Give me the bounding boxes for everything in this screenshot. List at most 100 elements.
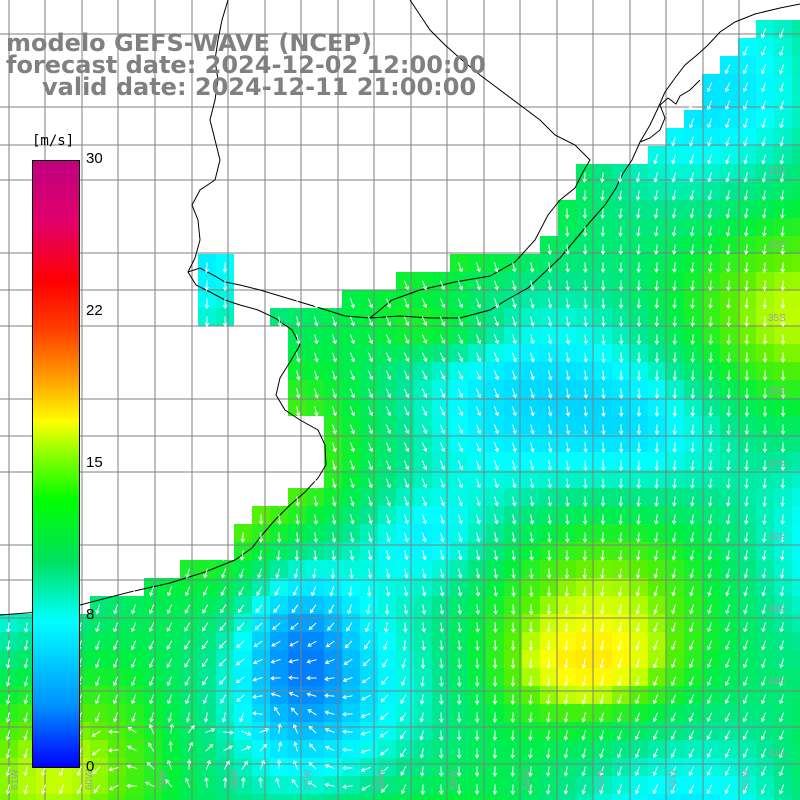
wind-arrow-84 <box>671 226 677 237</box>
wind-arrow-210 <box>762 316 768 327</box>
wind-arrow-659 <box>255 604 263 614</box>
wind-arrow-347 <box>708 406 713 417</box>
wind-arrow-326 <box>332 406 337 417</box>
wind-arrow-798 <box>382 658 389 668</box>
wind-arrow-595 <box>475 568 481 579</box>
wind-arrow-971 <box>324 727 335 734</box>
wind-arrow-730 <box>743 622 748 633</box>
wind-arrow-34 <box>671 154 676 165</box>
wind-cell-847 <box>792 650 800 668</box>
wind-cell-1135 <box>306 776 324 794</box>
wind-arrow-642 <box>653 586 658 597</box>
wind-cell-1189 <box>468 794 486 800</box>
wind-arrow-269 <box>314 370 319 381</box>
wind-arrow-293 <box>744 370 750 381</box>
wind-arrow-249 <box>457 352 464 363</box>
wind-cell-1041 <box>234 740 252 758</box>
wind-arrow-178 <box>744 298 749 309</box>
wind-cell-1048 <box>360 740 378 758</box>
wind-arrow-211 <box>780 316 786 327</box>
wind-arrow-223 <box>493 334 499 345</box>
wind-arrow-522 <box>349 532 355 543</box>
wind-arrow-675 <box>546 604 552 615</box>
wind-cell-281 <box>792 344 800 362</box>
wind-arrow-31 <box>761 136 766 147</box>
wind-arrow-123 <box>744 262 749 273</box>
wind-arrow-782 <box>95 658 101 669</box>
wind-arrow-942 <box>599 712 604 723</box>
wind-arrow-850 <box>528 676 533 687</box>
wind-arrow-814 <box>671 658 677 669</box>
wind-arrow-688 <box>779 604 784 615</box>
wind-arrow-387 <box>494 442 499 453</box>
wind-arrow-288 <box>654 370 660 381</box>
wind-arrow-161 <box>439 298 446 309</box>
wind-arrow-511 <box>707 514 713 525</box>
wind-arrow-341 <box>601 406 606 417</box>
wind-arrow-669 <box>439 604 445 615</box>
wind-cell-863 <box>270 668 288 686</box>
wind-arrow-377 <box>780 424 786 435</box>
wind-arrow-698 <box>166 622 173 633</box>
lat-label-39s: 39S <box>768 604 786 615</box>
wind-arrow-533 <box>547 532 552 543</box>
wind-arrow-246 <box>403 352 410 363</box>
wind-arrow-643 <box>671 586 676 597</box>
wind-arrow-43 <box>617 172 623 183</box>
wind-arrow-1033 <box>652 748 659 759</box>
wind-cell-1206 <box>774 794 792 800</box>
wind-cell-1204 <box>738 794 756 800</box>
wind-arrow-354 <box>367 424 374 435</box>
wind-arrow-793 <box>288 659 299 664</box>
wind-arrow-495 <box>422 514 427 525</box>
wind-cell-802 <box>792 632 800 650</box>
wind-arrow-870 <box>95 694 101 705</box>
wind-arrow-611 <box>761 568 767 579</box>
wind-arrow-921 <box>221 712 227 723</box>
wind-arrow-397 <box>672 442 677 453</box>
wind-arrow-960 <box>127 726 137 734</box>
wind-cell-820 <box>306 650 324 668</box>
wind-arrow-572 <box>671 550 677 561</box>
wind-arrow-751 <box>325 640 335 648</box>
wind-arrow-54 <box>600 190 605 201</box>
wind-arrow-1006 <box>168 741 173 752</box>
wind-arrow-970 <box>308 725 317 734</box>
coastline <box>0 0 800 616</box>
wind-arrow-724 <box>635 622 640 633</box>
wind-arrow-539 <box>653 532 659 543</box>
wind-arrow-432 <box>350 478 355 489</box>
wind-arrow-496 <box>440 514 445 525</box>
wind-arrow-1036 <box>706 748 713 759</box>
wind-arrow-888 <box>419 694 425 705</box>
wind-cell-1035 <box>126 740 144 758</box>
wind-arrow-629 <box>421 586 427 597</box>
wind-arrow-182 <box>222 316 228 327</box>
wind-arrow-842 <box>381 676 389 685</box>
wind-arrow-949 <box>724 712 731 723</box>
wind-arrow-45 <box>653 172 658 183</box>
wind-arrow-216 <box>367 334 374 345</box>
wind-arrow-499 <box>494 514 499 525</box>
wind-cell-1187 <box>432 794 450 800</box>
wind-cell-1183 <box>360 794 378 800</box>
wind-arrow-741 <box>148 640 155 651</box>
wind-arrow-1058 <box>308 761 317 770</box>
wind-arrow-367 <box>601 424 606 435</box>
wind-arrow-390 <box>547 442 553 453</box>
wind-cell-1196 <box>594 794 612 800</box>
wind-arrow-140 <box>618 280 624 291</box>
wind-arrow-673 <box>511 604 516 615</box>
wind-arrow-1065 <box>438 766 444 777</box>
wind-arrow-1015 <box>324 745 335 752</box>
wind-arrow-515 <box>780 514 785 525</box>
wind-cell-776 <box>324 632 342 650</box>
wind-arrow-1116 <box>563 784 569 795</box>
wind-arrow-948 <box>706 712 713 723</box>
wind-arrow-266 <box>762 352 768 363</box>
wind-arrow-362 <box>512 424 517 435</box>
wind-arrow-758 <box>457 640 462 651</box>
wind-arrow-430 <box>313 478 319 489</box>
wind-arrow-28 <box>707 136 712 147</box>
wind-arrow-857 <box>653 676 659 687</box>
